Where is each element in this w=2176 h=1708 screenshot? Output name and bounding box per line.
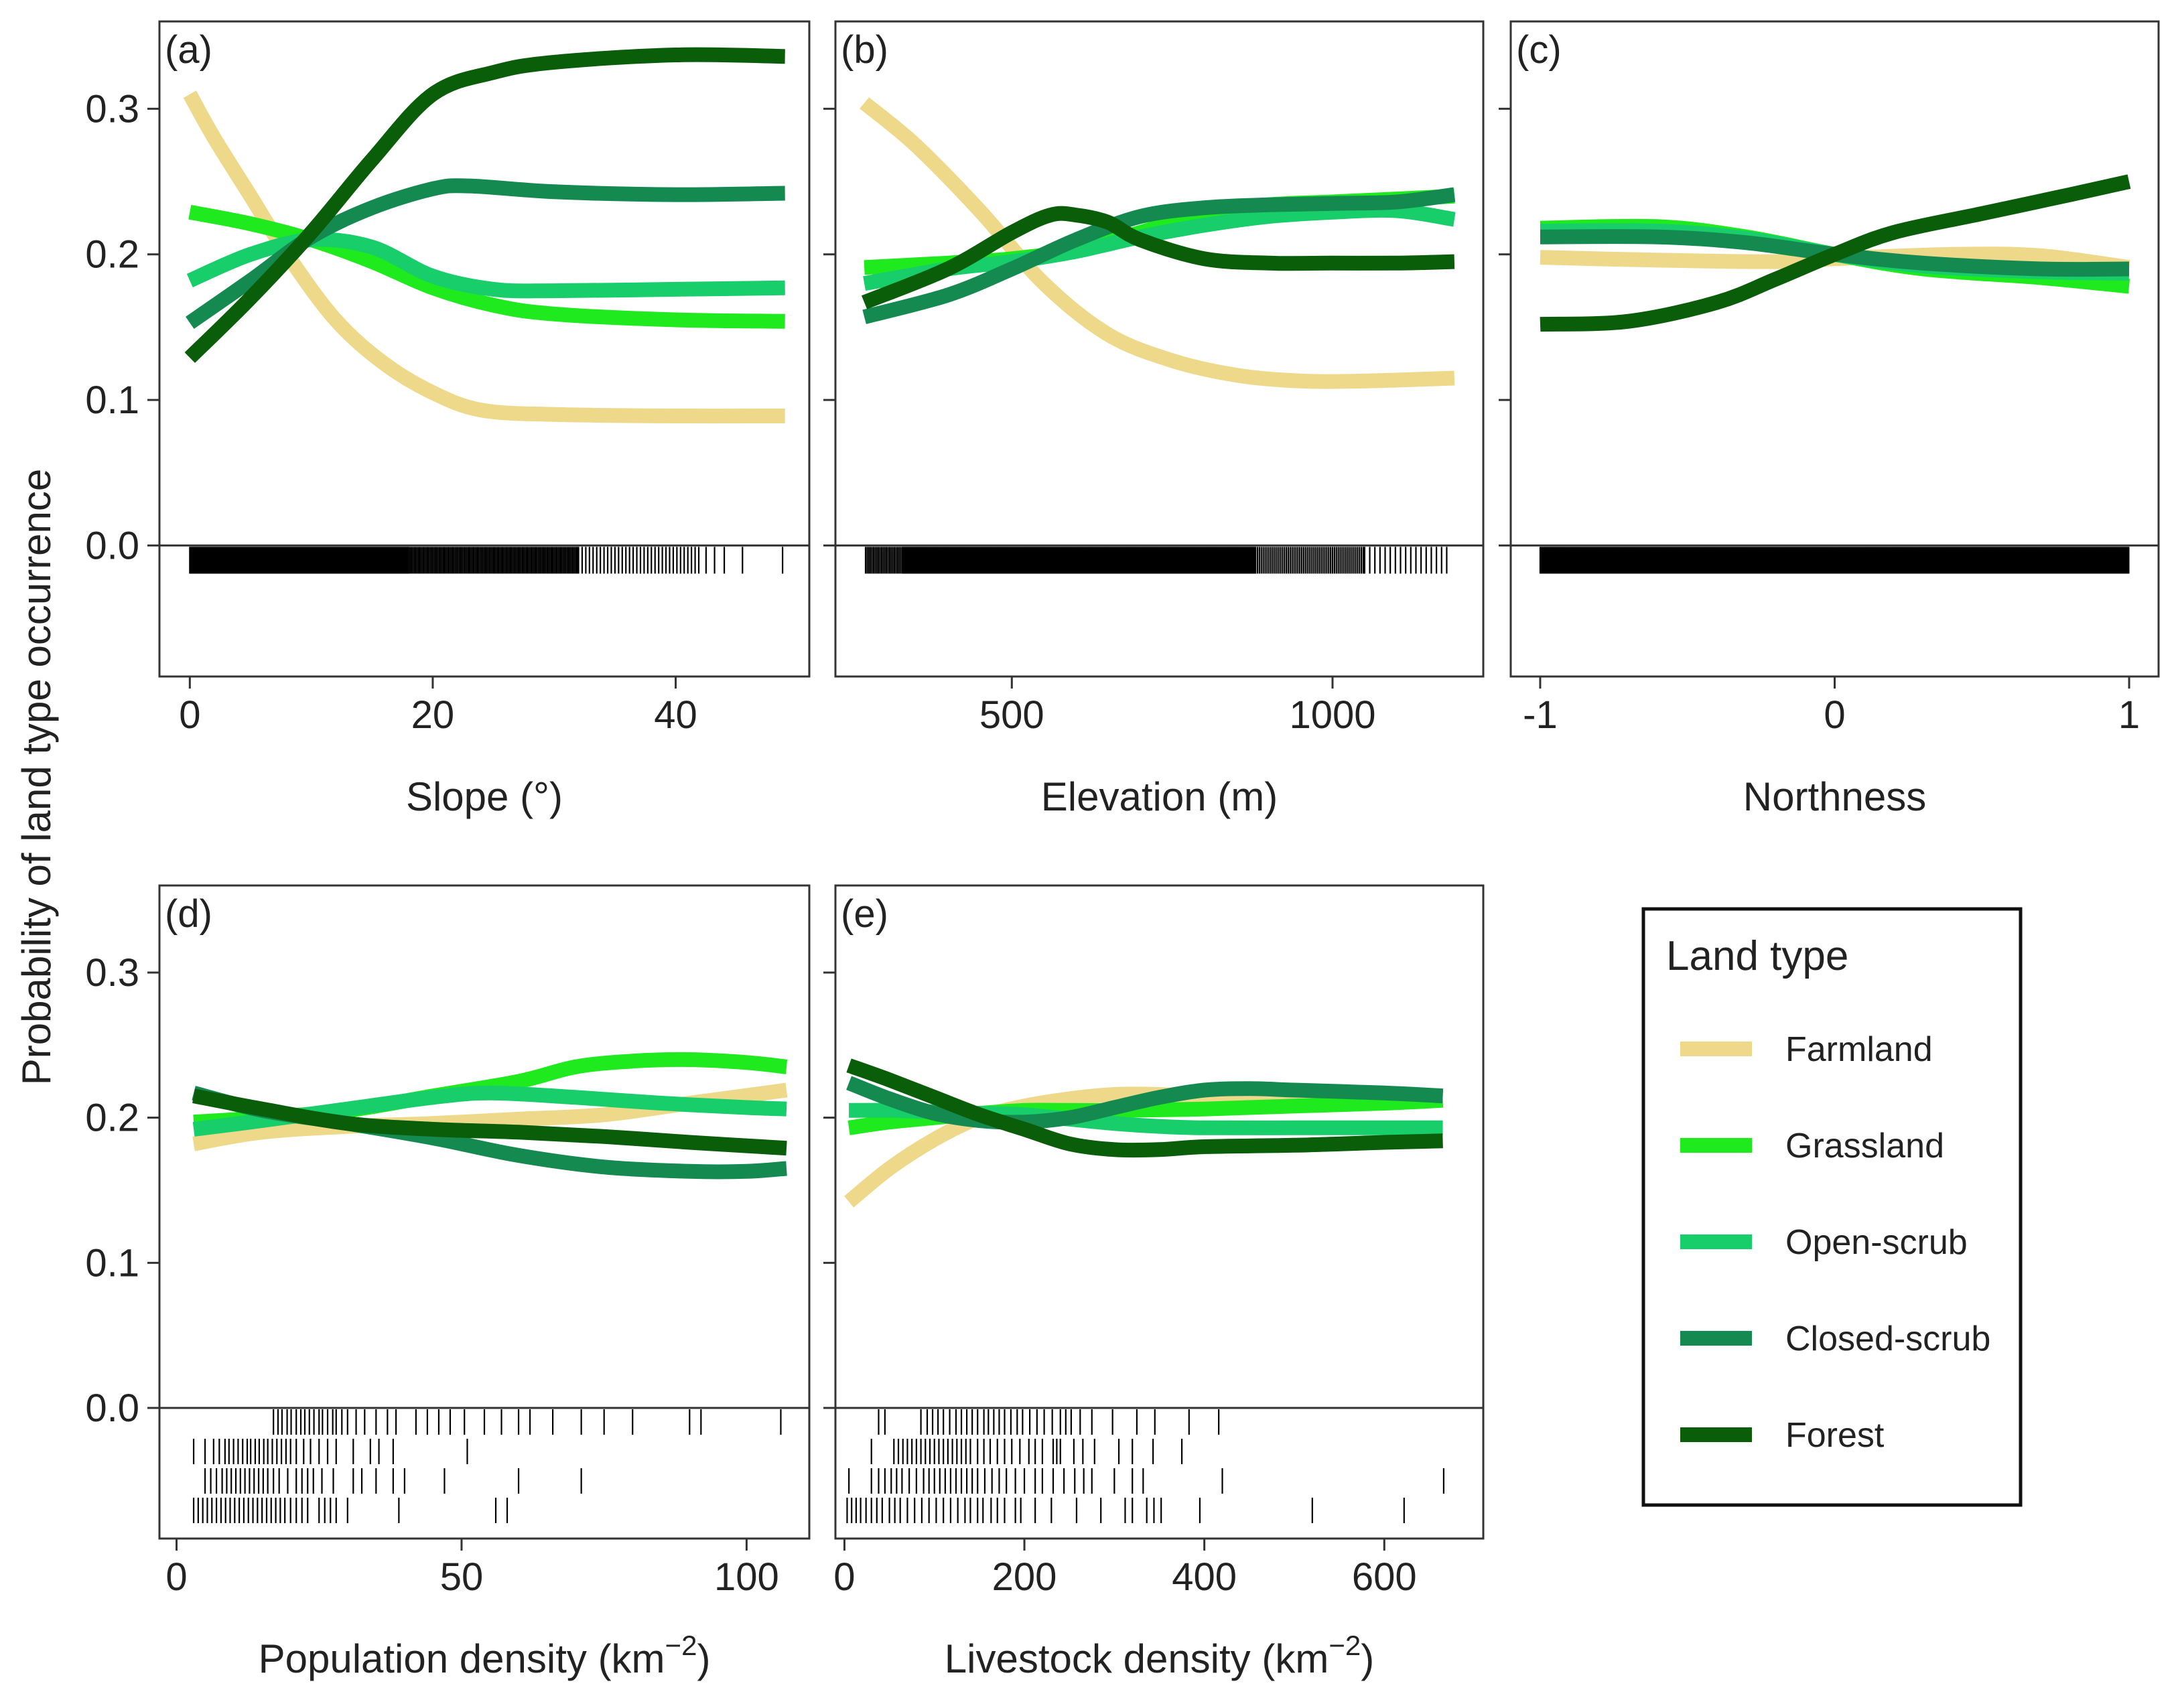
- panel-tag: (a): [165, 28, 212, 72]
- series-closed-scrub-line: [862, 187, 1456, 324]
- legend: Land type Farmland Grassland Open-scrub Clos…: [1641, 907, 2023, 1507]
- x-axis-title-superscript: −2: [665, 1630, 697, 1661]
- series-closed-scrub-line: [846, 1076, 1444, 1130]
- x-tick-label: 600: [1352, 1555, 1417, 1599]
- rug: [846, 1409, 1445, 1523]
- panel-frame: [158, 20, 811, 678]
- curves: [860, 97, 1456, 389]
- x-tick-label: 500: [979, 693, 1044, 737]
- curves: [844, 1058, 1444, 1208]
- panel-tag: (e): [841, 892, 888, 936]
- x-axis-title-text: Elevation (m): [1041, 774, 1278, 819]
- x-tick-label: 40: [654, 693, 697, 737]
- x-tick-label: -1: [1523, 693, 1558, 737]
- panel-a: 0.0 0.1 0.2 0.3 0 20 40 Slope (°) (a): [85, 20, 811, 819]
- y-tick-label: 0.3: [85, 87, 139, 131]
- curves: [183, 47, 785, 424]
- series-forest-line: [184, 47, 785, 363]
- rug: [192, 1409, 782, 1523]
- panel-frame: [158, 884, 811, 1540]
- x-axis-title-superscript: −2: [1329, 1630, 1361, 1661]
- x-tick-label: 50: [440, 1555, 484, 1599]
- panel-tag: (d): [165, 892, 212, 936]
- panel-frame: [1509, 20, 2160, 678]
- x-tick-label: 0: [1824, 693, 1845, 737]
- x-axis-title-text: Northness: [1743, 774, 1926, 819]
- x-axis-title: Northness: [1743, 774, 1926, 819]
- panel-e: 0 200 400 600 Livestock density (km−2) (e): [823, 884, 1485, 1681]
- panel-tag: (c): [1516, 28, 1562, 72]
- x-tick-label: 100: [714, 1555, 779, 1599]
- y-tick-label: 0.2: [85, 1096, 139, 1140]
- series-open-scrub-line: [863, 202, 1456, 291]
- series-open-scrub-line: [186, 232, 785, 299]
- rug: [189, 547, 784, 574]
- panel-tag: (b): [841, 28, 888, 72]
- legend-label-open-scrub: Open-scrub: [1785, 1223, 1968, 1262]
- y-tick-label: 0.0: [85, 524, 139, 567]
- series-farmland-line: [183, 90, 785, 424]
- x-axis-title: Livestock density (km−2): [945, 1630, 1374, 1681]
- series-forest-line: [861, 206, 1455, 309]
- series-closed-scrub-line: [186, 178, 785, 329]
- legend-label-closed-scrub: Closed-scrub: [1785, 1320, 1990, 1358]
- series-farmland-line: [860, 97, 1455, 389]
- series-forest-line: [1540, 174, 2131, 332]
- x-tick-label: 20: [411, 693, 455, 737]
- y-tick-label: 0.2: [85, 233, 139, 277]
- x-tick-label: 0: [179, 693, 200, 737]
- y-tick-label: 0.0: [85, 1386, 139, 1430]
- x-axis-title-text: Slope (°): [406, 774, 563, 819]
- legend-label-grassland: Grassland: [1785, 1127, 1944, 1165]
- x-axis-title: Elevation (m): [1041, 774, 1278, 819]
- x-tick-label: 1000: [1289, 693, 1375, 737]
- x-axis-title-end: ): [697, 1636, 710, 1681]
- rug: [1539, 547, 2130, 574]
- y-tick-label: 0.3: [85, 951, 139, 995]
- legend-label-forest: Forest: [1785, 1416, 1885, 1455]
- x-axis-title-text: Population density (km: [259, 1636, 665, 1681]
- x-tick-label: 0: [165, 1555, 187, 1599]
- curves: [192, 1052, 788, 1180]
- x-axis-title: Slope (°): [406, 774, 563, 819]
- series-forest-line: [846, 1058, 1443, 1158]
- x-tick-label: 1: [2118, 693, 2140, 737]
- y-axis-title: Probability of land type occurrence: [14, 469, 59, 1086]
- x-axis-title-end: ): [1361, 1636, 1374, 1681]
- rug: [864, 547, 1448, 574]
- series-grassland-line: [188, 204, 785, 329]
- series-forest-line: [192, 1088, 787, 1156]
- panel-c: -1 0 1 Northness (c): [1499, 20, 2160, 819]
- x-tick-label: 0: [833, 1555, 855, 1599]
- x-tick-label: 400: [1172, 1555, 1237, 1599]
- panel-frame: [834, 884, 1485, 1540]
- legend-label-farmland: Farmland: [1785, 1030, 1933, 1069]
- curves: [1540, 174, 2131, 332]
- legend-frame: [1641, 907, 2023, 1507]
- legend-title: Land type: [1666, 933, 1848, 979]
- y-tick-label: 0.1: [85, 1241, 139, 1285]
- y-tick-label: 0.1: [85, 378, 139, 422]
- x-axis-title: Population density (km−2): [259, 1630, 711, 1681]
- x-tick-label: 200: [992, 1555, 1057, 1599]
- x-axis-title-text: Livestock density (km: [945, 1636, 1329, 1681]
